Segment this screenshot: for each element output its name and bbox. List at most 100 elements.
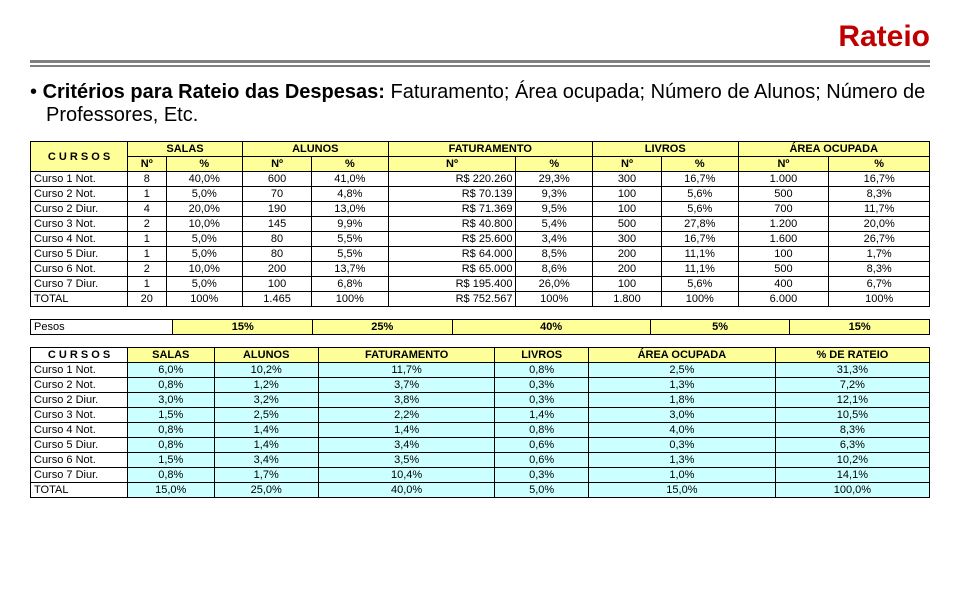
t1-cell: 5,0%: [166, 247, 242, 262]
t2-cell: 1,2%: [214, 377, 318, 392]
table-row: Curso 2 Not.15,0%704,8%R$ 70.1399,3%1005…: [31, 187, 930, 202]
pesos-v1: 25%: [313, 319, 453, 334]
t1-cell: R$ 65.000: [388, 262, 516, 277]
t1-cell: 20,0%: [829, 217, 930, 232]
t1-sub-9: %: [829, 157, 930, 172]
table-row: Curso 2 Not.0,8%1,2%3,7%0,3%1,3%7,2%: [31, 377, 930, 392]
t1-cell: 1: [128, 277, 167, 292]
t1-row-label: Curso 2 Not.: [31, 187, 128, 202]
t1-cell: 9,3%: [516, 187, 592, 202]
t2-cell: 10,2%: [214, 362, 318, 377]
t1-cell: 200: [592, 262, 661, 277]
table-row: Curso 2 Diur.420,0%19013,0%R$ 71.3699,5%…: [31, 202, 930, 217]
pesos-row: Pesos 15% 25% 40% 5% 15%: [31, 319, 930, 334]
t1-total-cell: 100%: [829, 292, 930, 307]
t2-row-label: Curso 7 Diur.: [31, 467, 128, 482]
table-row: Curso 5 Diur.0,8%1,4%3,4%0,6%0,3%6,3%: [31, 437, 930, 452]
t1-cell: 1.200: [738, 217, 829, 232]
t1-cell: 9,9%: [312, 217, 388, 232]
t2-total-cell: 40,0%: [318, 482, 494, 497]
t2-header: % DE RATEIO: [775, 347, 929, 362]
t2-cell: 2,2%: [318, 407, 494, 422]
t2-cell: 3,4%: [214, 452, 318, 467]
table-row: Curso 4 Not.15,0%805,5%R$ 25.6003,4%3001…: [31, 232, 930, 247]
t1-cell: 190: [243, 202, 312, 217]
t2-cell: 11,7%: [318, 362, 494, 377]
t2-cell: 10,2%: [775, 452, 929, 467]
t1-cell: R$ 40.800: [388, 217, 516, 232]
t2-header: ALUNOS: [214, 347, 318, 362]
t1-cell: 500: [592, 217, 661, 232]
page-title: Rateio: [30, 20, 930, 54]
t2-cell: 3,4%: [318, 437, 494, 452]
t1-cell: 600: [243, 172, 312, 187]
t2-cell: 3,8%: [318, 392, 494, 407]
t1-cell: 1.600: [738, 232, 829, 247]
t1-cell: 1: [128, 247, 167, 262]
t1-row-label: Curso 7 Diur.: [31, 277, 128, 292]
t2-cell: 3,2%: [214, 392, 318, 407]
t1-cell: 70: [243, 187, 312, 202]
t1-cell: 8: [128, 172, 167, 187]
t1-cell: R$ 220.260: [388, 172, 516, 187]
t1-cell: 16,7%: [829, 172, 930, 187]
t1-total-label: TOTAL: [31, 292, 128, 307]
t2-cell: 7,2%: [775, 377, 929, 392]
t2-cell: 14,1%: [775, 467, 929, 482]
t1-sub-6: Nº: [592, 157, 661, 172]
t1-cell: 100: [592, 277, 661, 292]
t1-row-label: Curso 2 Diur.: [31, 202, 128, 217]
t1-cell: 5,6%: [662, 277, 738, 292]
t2-cell: 0,3%: [495, 392, 589, 407]
t1-cell: 41,0%: [312, 172, 388, 187]
t1-cell: 1.000: [738, 172, 829, 187]
t2-cell: 1,3%: [589, 452, 776, 467]
t1-row-label: Curso 1 Not.: [31, 172, 128, 187]
t1-cell: 5,0%: [166, 232, 242, 247]
t2-cell: 2,5%: [589, 362, 776, 377]
t1-cell: 80: [243, 232, 312, 247]
pesos-v0: 15%: [173, 319, 313, 334]
t1-cell: 10,0%: [166, 217, 242, 232]
table-pesos: Pesos 15% 25% 40% 5% 15%: [30, 319, 930, 335]
t1-cell: 26,7%: [829, 232, 930, 247]
t2-header: SALAS: [128, 347, 215, 362]
table-row: Curso 3 Not.210,0%1459,9%R$ 40.8005,4%50…: [31, 217, 930, 232]
t1-cell: 300: [592, 172, 661, 187]
t1-cell: 100: [243, 277, 312, 292]
t2-cell: 1,3%: [589, 377, 776, 392]
t2-cell: 1,4%: [214, 437, 318, 452]
table-row: Curso 6 Not.1,5%3,4%3,5%0,6%1,3%10,2%: [31, 452, 930, 467]
t2-cell: 1,8%: [589, 392, 776, 407]
t1-cell: 1: [128, 232, 167, 247]
t2-cell: 0,8%: [128, 437, 215, 452]
table-row: Curso 1 Not.840,0%60041,0%R$ 220.26029,3…: [31, 172, 930, 187]
t1-cell: 5,6%: [662, 202, 738, 217]
t2-total-label: TOTAL: [31, 482, 128, 497]
t1-sub-4: Nº: [388, 157, 516, 172]
t2-cell: 3,0%: [589, 407, 776, 422]
t2-cell: 8,3%: [775, 422, 929, 437]
t1-cell: 8,6%: [516, 262, 592, 277]
t2-cell: 6,0%: [128, 362, 215, 377]
table-row: Curso 6 Not.210,0%20013,7%R$ 65.0008,6%2…: [31, 262, 930, 277]
table-row: Curso 3 Not.1,5%2,5%2,2%1,4%3,0%10,5%: [31, 407, 930, 422]
table-rateio: C U R S O SSALASALUNOSFATURAMENTOLIVROSÁ…: [30, 347, 930, 498]
pesos-v4: 15%: [790, 319, 930, 334]
t1-cell: 3,4%: [516, 232, 592, 247]
t1-cell: 29,3%: [516, 172, 592, 187]
t1-cell: 5,5%: [312, 247, 388, 262]
t1-cell: 400: [738, 277, 829, 292]
t1-total-cell: 6.000: [738, 292, 829, 307]
t1-cell: 6,7%: [829, 277, 930, 292]
t1-subheader-row: Nº%Nº%Nº%Nº%Nº%: [31, 157, 930, 172]
t2-cell: 0,6%: [495, 437, 589, 452]
t1-cell: 9,5%: [516, 202, 592, 217]
t1-cell: 5,5%: [312, 232, 388, 247]
t1-sub-3: %: [312, 157, 388, 172]
t2-cell: 1,4%: [214, 422, 318, 437]
t1-total-cell: 100%: [516, 292, 592, 307]
t1-cell: 80: [243, 247, 312, 262]
t2-row-label: Curso 3 Not.: [31, 407, 128, 422]
criteria-bullet: • Critérios para Rateio das Despesas: Fa…: [30, 81, 930, 127]
